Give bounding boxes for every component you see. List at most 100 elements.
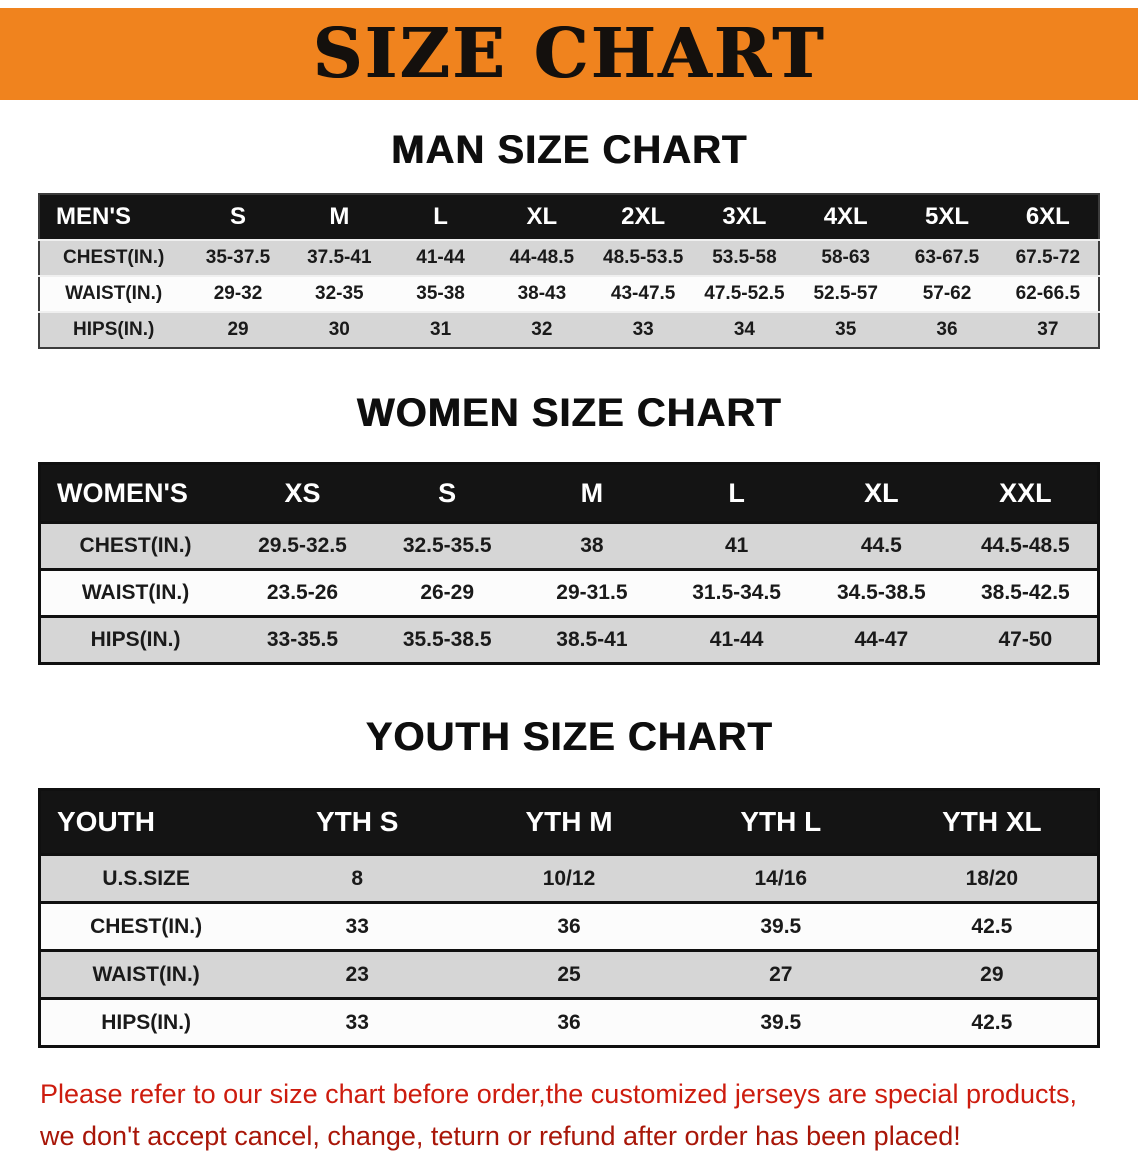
disclaimer: Please refer to our size chart before or… bbox=[0, 1074, 1138, 1158]
table-row: CHEST(IN.) 35-37.5 37.5-41 41-44 44-48.5 48.5… bbox=[39, 240, 1099, 276]
size-value-cell: 29 bbox=[980, 962, 1004, 986]
size-column-header: 3XL bbox=[722, 203, 767, 230]
size-value-cell: 31.5-34.5 bbox=[692, 581, 781, 604]
size-value-cell: 33 bbox=[345, 1010, 369, 1034]
size-value-cell: 29-32 bbox=[213, 283, 263, 304]
size-value-cell: 10/12 bbox=[542, 866, 596, 890]
size-value-cell: 47.5-52.5 bbox=[704, 283, 785, 304]
size-column-header: XL bbox=[526, 203, 558, 230]
size-value-cell: 38-43 bbox=[517, 283, 567, 304]
women-size-section: WOMEN SIZE CHART WOMEN'S XS S M L XL XXL CHEST(… bbox=[0, 391, 1138, 665]
size-value-cell: 41-44 bbox=[416, 247, 465, 268]
row-label: CHEST(IN.) bbox=[90, 914, 203, 938]
row-label: U.S.SIZE bbox=[102, 866, 190, 890]
size-column-header: S bbox=[230, 203, 247, 230]
size-column-header: 5XL bbox=[924, 203, 969, 230]
size-column-header: YTH S bbox=[315, 806, 399, 837]
size-column-header: 2XL bbox=[621, 203, 666, 230]
women-size-table: WOMEN'S XS S M L XL XXL CHEST(IN.) 29.5-32.5 32.5… bbox=[38, 462, 1100, 665]
size-value-cell: 37.5-41 bbox=[307, 247, 372, 268]
size-value-cell: 58-63 bbox=[821, 247, 871, 268]
size-value-cell: 35 bbox=[835, 319, 857, 340]
table-row: CHEST(IN.) 29.5-32.5 32.5-35.5 38 41 44.5 44.5… bbox=[39, 522, 1099, 570]
youth-size-section: YOUTH SIZE CHART YOUTH YTH S YTH M YTH L YTH… bbox=[0, 715, 1138, 1048]
table-header-row: MEN'S S M L XL 2XL 3XL 4XL 5XL 6XL bbox=[39, 194, 1099, 240]
size-value-cell: 44-47 bbox=[854, 628, 909, 651]
size-column-header: XS bbox=[284, 477, 321, 508]
table-row: HIPS(IN.) 33-35.5 35.5-38.5 38.5-41 41-44 44-… bbox=[39, 616, 1099, 664]
size-value-cell: 39.5 bbox=[760, 1010, 802, 1034]
table-row: U.S.SIZE 8 10/12 14/16 18/20 bbox=[39, 854, 1099, 903]
size-value-cell: 18/20 bbox=[965, 866, 1019, 890]
size-value-cell: 57-62 bbox=[922, 283, 972, 304]
youth-section-heading: YOUTH SIZE CHART bbox=[365, 715, 773, 759]
table-row: WAIST(IN.) 23 25 27 29 bbox=[39, 950, 1099, 999]
size-value-cell: 35-38 bbox=[416, 283, 465, 304]
men-size-table: MEN'S S M L XL 2XL 3XL 4XL 5XL 6XL CHEST(IN.) 35-37… bbox=[38, 193, 1100, 349]
row-label: CHEST(IN.) bbox=[79, 534, 192, 557]
size-value-cell: 36 bbox=[936, 319, 958, 340]
size-value-cell: 44.5-48.5 bbox=[980, 534, 1070, 557]
size-column-header: YTH XL bbox=[942, 806, 1042, 837]
row-label: HIPS(IN.) bbox=[90, 628, 181, 651]
size-value-cell: 14/16 bbox=[754, 866, 808, 890]
size-value-cell: 38 bbox=[580, 534, 604, 557]
size-value-cell: 8 bbox=[351, 866, 364, 890]
size-value-cell: 44-48.5 bbox=[509, 247, 575, 268]
table-title-cell: MEN'S bbox=[56, 203, 132, 230]
size-value-cell: 42.5 bbox=[971, 1010, 1013, 1034]
disclaimer-line-2: we don't accept cancel, change, teturn o… bbox=[40, 1120, 961, 1151]
size-value-cell: 30 bbox=[328, 319, 350, 340]
size-column-header: L bbox=[728, 477, 745, 508]
size-column-header: YTH L bbox=[740, 806, 822, 837]
row-label: WAIST(IN.) bbox=[81, 581, 190, 604]
disclaimer-line-1: Please refer to our size chart before or… bbox=[40, 1079, 1078, 1109]
size-value-cell: 38.5-42.5 bbox=[980, 581, 1070, 604]
size-column-header: XL bbox=[864, 477, 899, 508]
size-value-cell: 43-47.5 bbox=[610, 283, 676, 304]
size-value-cell: 41-44 bbox=[709, 628, 764, 651]
size-value-cell: 23.5-26 bbox=[266, 581, 339, 604]
size-value-cell: 29.5-32.5 bbox=[258, 534, 347, 557]
page-title: SIZE CHART bbox=[312, 14, 826, 94]
size-value-cell: 29 bbox=[227, 319, 249, 340]
size-value-cell: 29-31.5 bbox=[556, 581, 628, 604]
size-value-cell: 41 bbox=[724, 534, 749, 557]
size-value-cell: 47-50 bbox=[998, 628, 1053, 651]
size-value-cell: 26-29 bbox=[420, 581, 475, 604]
table-row: HIPS(IN.) 29 30 31 32 33 34 35 36 37 bbox=[39, 312, 1099, 348]
size-value-cell: 32-35 bbox=[315, 283, 364, 304]
size-column-header: XXL bbox=[999, 477, 1052, 508]
size-column-header: S bbox=[438, 477, 457, 508]
row-label: WAIST(IN.) bbox=[92, 962, 200, 986]
size-value-cell: 42.5 bbox=[971, 914, 1013, 938]
table-header-row: YOUTH YTH S YTH M YTH L YTH XL bbox=[39, 789, 1099, 855]
size-chart-banner: SIZE CHART bbox=[0, 8, 1138, 100]
size-value-cell: 35-37.5 bbox=[205, 247, 271, 268]
size-value-cell: 33 bbox=[632, 319, 654, 340]
table-row: HIPS(IN.) 33 36 39.5 42.5 bbox=[39, 998, 1099, 1047]
size-value-cell: 63-67.5 bbox=[914, 247, 980, 268]
size-value-cell: 37 bbox=[1037, 319, 1059, 340]
size-value-cell: 27 bbox=[769, 962, 793, 986]
row-label: HIPS(IN.) bbox=[73, 319, 155, 340]
size-column-header: 6XL bbox=[1025, 203, 1070, 230]
youth-size-table: YOUTH YTH S YTH M YTH L YTH XL U.S.SIZE 8 10/12… bbox=[38, 788, 1100, 1048]
table-row: WAIST(IN.) 23.5-26 26-29 29-31.5 31.5-34.5 34… bbox=[39, 569, 1099, 617]
size-value-cell: 62-66.5 bbox=[1015, 283, 1081, 304]
men-section-heading: MAN SIZE CHART bbox=[390, 128, 748, 172]
men-size-section: MAN SIZE CHART MEN'S S M L XL 2XL 3XL 4XL 5XL 6XL… bbox=[0, 128, 1138, 349]
size-value-cell: 52.5-57 bbox=[813, 283, 878, 304]
size-value-cell: 44.5 bbox=[860, 534, 902, 557]
size-value-cell: 67.5-72 bbox=[1015, 247, 1081, 268]
row-label: CHEST(IN.) bbox=[63, 247, 165, 268]
size-value-cell: 38.5-41 bbox=[556, 628, 628, 651]
size-value-cell: 25 bbox=[557, 962, 581, 986]
table-row: CHEST(IN.) 33 36 39.5 42.5 bbox=[39, 902, 1099, 951]
size-value-cell: 34 bbox=[733, 319, 755, 340]
table-header-row: WOMEN'S XS S M L XL XXL bbox=[39, 463, 1099, 523]
size-column-header: 4XL bbox=[823, 203, 868, 230]
size-value-cell: 23 bbox=[345, 962, 369, 986]
size-value-cell: 34.5-38.5 bbox=[836, 581, 926, 604]
size-value-cell: 31 bbox=[430, 319, 452, 340]
